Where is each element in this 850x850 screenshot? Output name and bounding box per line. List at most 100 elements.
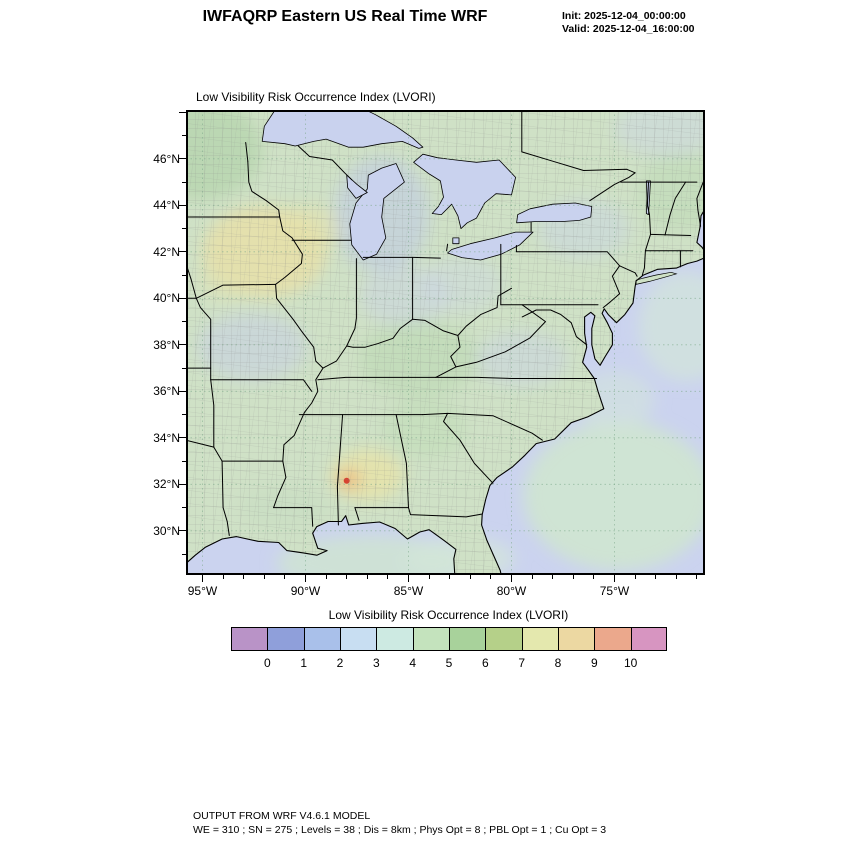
colorbar-box-11 (630, 627, 667, 651)
state-border (515, 245, 621, 309)
colorbar-tick-label: 8 (554, 656, 562, 670)
y-tick-mark (182, 228, 186, 230)
x-tick-mark (490, 575, 492, 579)
y-tick-mark (182, 135, 186, 137)
colorbar-tick-label: 4 (409, 656, 417, 670)
y-tick-mark (179, 483, 186, 485)
y-tick-label: 32°N (153, 477, 180, 492)
y-tick-mark (179, 390, 186, 392)
state-border (317, 376, 598, 381)
state-border (589, 172, 636, 202)
x-tick-mark (675, 575, 677, 579)
valid-time: Valid: 2025-12-04_16:00:00 (562, 23, 695, 35)
colorbar-tick-label: 3 (372, 656, 380, 670)
colorbar-box-8 (521, 627, 559, 651)
colorbar-box-10 (594, 627, 632, 651)
state-border (446, 243, 449, 252)
y-tick-mark (182, 460, 186, 462)
state-border (297, 145, 353, 181)
colorbar-tick-label: 6 (481, 656, 489, 670)
colorbar-box-0 (231, 627, 269, 651)
footer-line1: OUTPUT FROM WRF V4.6.1 MODEL (193, 810, 371, 822)
x-tick-mark (572, 575, 574, 579)
y-tick-mark (179, 437, 186, 439)
y-tick-label: 44°N (153, 198, 180, 213)
y-tick-mark (179, 251, 186, 253)
colorbar-box-2 (303, 627, 341, 651)
x-tick-mark (243, 575, 245, 579)
x-tick-mark (284, 575, 286, 579)
state-border (322, 287, 512, 369)
colorbar-tick-label: 0 (263, 656, 271, 670)
colorbar-box-7 (485, 627, 523, 651)
colorbar-box-1 (267, 627, 305, 651)
y-tick-mark (182, 181, 186, 183)
x-tick-mark (201, 575, 203, 582)
x-tick-label: 85°W (393, 584, 424, 598)
state-border (443, 412, 494, 484)
coastline (185, 109, 706, 576)
x-tick-mark (263, 575, 265, 579)
state-border (521, 309, 588, 346)
colorbar-box-4 (376, 627, 414, 651)
y-tick-mark (182, 507, 186, 509)
y-tick-mark (182, 414, 186, 416)
y-tick-label: 34°N (153, 430, 180, 445)
y-tick-mark (179, 344, 186, 346)
state-border (336, 414, 344, 526)
state-border (450, 335, 461, 368)
great-lake (346, 174, 368, 199)
x-tick-label: 80°W (496, 584, 527, 598)
y-tick-label: 40°N (153, 291, 180, 306)
y-tick-label: 42°N (153, 244, 180, 259)
x-tick-mark (469, 575, 471, 579)
y-tick-label: 30°N (153, 523, 180, 538)
x-tick-mark (407, 575, 409, 582)
x-tick-mark (510, 575, 512, 582)
state-border (521, 107, 636, 174)
y-tick-mark (182, 274, 186, 276)
x-tick-mark (531, 575, 533, 579)
state-border (221, 460, 230, 536)
colorbar-tick-label: 9 (590, 656, 598, 670)
x-tick-mark (696, 575, 698, 579)
footer: OUTPUT FROM WRF V4.6.1 MODEL WE = 310 ; … (193, 810, 606, 837)
state-border (408, 507, 483, 518)
state-border (195, 297, 212, 381)
state-border (346, 258, 357, 347)
colorbar-tick-label: 1 (300, 656, 308, 670)
map-frame (186, 110, 705, 575)
y-tick-mark (179, 297, 186, 299)
x-tick-label: 95°W (187, 584, 218, 598)
great-lake (452, 237, 460, 245)
state-border (354, 507, 360, 521)
state-border (395, 414, 409, 509)
y-tick-label: 36°N (153, 384, 180, 399)
x-tick-mark (613, 575, 615, 582)
x-tick-mark (222, 575, 224, 579)
state-border (619, 265, 638, 277)
y-tick-label: 46°N (153, 151, 180, 166)
state-border (185, 439, 215, 448)
colorbar-title: Low Visibility Risk Occurrence Index (LV… (328, 608, 569, 622)
x-tick-mark (449, 575, 451, 579)
state-border (247, 160, 324, 509)
colorbar-tick-label: 10 (624, 656, 638, 670)
state-border (210, 379, 223, 462)
x-tick-mark (304, 575, 306, 582)
great-lake (349, 163, 405, 261)
state-border (273, 507, 314, 527)
colorbar-box-5 (412, 627, 450, 651)
x-tick-mark (593, 575, 595, 579)
state-border (195, 283, 277, 299)
y-tick-mark (182, 367, 186, 369)
x-tick-mark (655, 575, 657, 579)
colorbar-tick-label: 7 (518, 656, 526, 670)
x-tick-mark (346, 575, 348, 579)
x-tick-mark (325, 575, 327, 579)
state-border (422, 412, 543, 441)
y-tick-mark (179, 111, 186, 113)
x-tick-mark (387, 575, 389, 579)
run-times: Init: 2025-12-04_00:00:00 Valid: 2025-12… (562, 10, 695, 36)
colorbar-box-3 (340, 627, 378, 651)
